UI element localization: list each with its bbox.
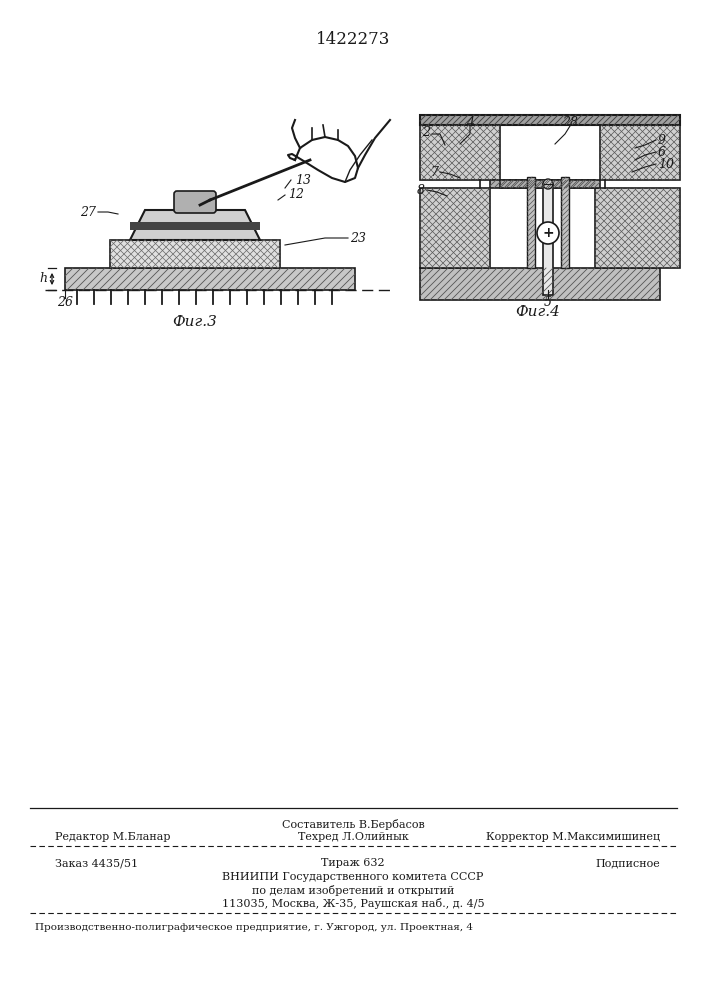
Text: Составитель В.Бербасов: Составитель В.Бербасов — [281, 819, 424, 830]
Text: 5: 5 — [544, 296, 552, 308]
Text: Фиг.4: Фиг.4 — [515, 305, 561, 319]
Text: 2: 2 — [422, 125, 430, 138]
Bar — [500, 180, 600, 188]
Text: Тираж 632: Тираж 632 — [321, 858, 385, 868]
Bar — [561, 177, 569, 268]
Bar — [130, 222, 260, 230]
Bar — [420, 268, 660, 300]
Text: 1422273: 1422273 — [316, 31, 390, 48]
Text: h: h — [39, 272, 47, 286]
Text: 23: 23 — [350, 232, 366, 244]
Bar — [110, 240, 280, 268]
Bar — [420, 125, 500, 180]
Circle shape — [543, 179, 553, 189]
Bar — [420, 188, 490, 268]
Text: Корректор М.Максимишинец: Корректор М.Максимишинец — [486, 832, 660, 842]
Text: Фиг.3: Фиг.3 — [173, 315, 218, 329]
Text: 12: 12 — [288, 188, 304, 202]
Text: по делам изобретений и открытий: по делам изобретений и открытий — [252, 885, 454, 896]
Polygon shape — [130, 210, 260, 240]
Bar — [543, 184, 553, 295]
FancyBboxPatch shape — [174, 191, 216, 213]
Text: 28: 28 — [562, 115, 578, 128]
Bar — [65, 268, 355, 290]
Text: 26: 26 — [57, 296, 73, 310]
Text: 9: 9 — [658, 133, 666, 146]
Text: 10: 10 — [658, 157, 674, 170]
Text: ВНИИПИ Государственного комитета СССР: ВНИИПИ Государственного комитета СССР — [222, 872, 484, 882]
Bar — [600, 125, 680, 180]
Circle shape — [537, 222, 559, 244]
Text: Техред Л.Олийнык: Техред Л.Олийнык — [298, 832, 409, 842]
Text: 4: 4 — [466, 115, 474, 128]
Text: 113035, Москва, Ж-35, Раушская наб., д. 4/5: 113035, Москва, Ж-35, Раушская наб., д. … — [222, 898, 484, 909]
Text: 27: 27 — [80, 206, 96, 219]
Text: 7: 7 — [430, 165, 438, 178]
Text: Заказ 4435/51: Заказ 4435/51 — [55, 858, 138, 868]
Bar — [490, 180, 595, 188]
Text: +: + — [542, 226, 554, 240]
Text: 6: 6 — [658, 145, 666, 158]
Text: 13: 13 — [295, 174, 311, 186]
Text: Подписное: Подписное — [595, 858, 660, 868]
Text: Производственно-полиграфическое предприятие, г. Ужгород, ул. Проектная, 4: Производственно-полиграфическое предприя… — [35, 923, 473, 932]
Bar — [527, 177, 535, 268]
Bar — [595, 188, 680, 268]
Text: 8: 8 — [417, 184, 425, 196]
Text: Редактор М.Бланар: Редактор М.Бланар — [55, 832, 170, 842]
Bar — [420, 115, 680, 125]
